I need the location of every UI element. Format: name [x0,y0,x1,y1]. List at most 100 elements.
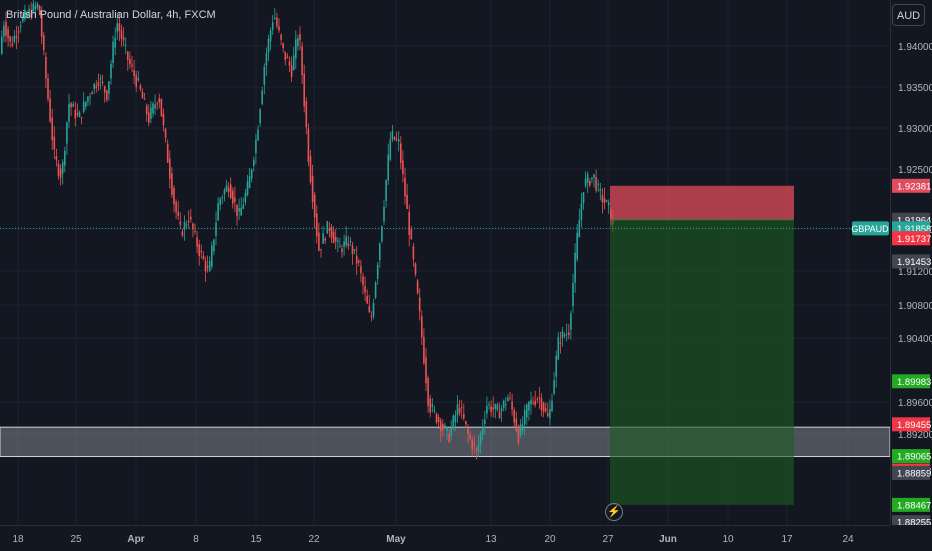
price-label-text: 1.91964 [897,215,931,226]
price-axis[interactable]: 1.940001.935001.930001.925001.920001.912… [890,0,932,525]
candle-body [7,29,9,38]
candle-body [49,98,51,122]
candle-body [208,261,211,272]
currency-button[interactable]: AUD [892,4,925,26]
candle-body [448,434,450,442]
price-label-tag [892,449,930,464]
candle-body [106,90,108,100]
candle-body [475,448,478,450]
candle-body [38,5,41,15]
price-tick-label: 1.90800 [898,301,932,312]
candle-body [334,236,337,242]
candle-body [576,232,578,260]
candle-body [116,23,119,33]
candle-body [255,139,257,154]
candle-body [246,181,249,195]
candle-body [198,244,200,257]
candle-body [570,313,572,330]
candle-body [89,96,91,98]
candle-body [127,51,129,60]
candle-body [204,260,207,272]
price-label-tag [892,254,930,269]
time-axis[interactable]: 18 25 Apr 8 15 22 May 13 20 27 Jun 10 17 24 [0,525,890,551]
candle-body [148,112,150,123]
candle-body [330,226,333,238]
candle-body [93,83,95,90]
candle-body [179,221,182,225]
candle-body [498,411,501,419]
candle-body [30,12,32,18]
candle-body [584,178,587,186]
candle-body [376,264,379,279]
candle-body [416,280,419,294]
candle-body [240,207,242,216]
candle-body [555,356,557,377]
candle-body [517,427,520,443]
price-label-text: 1.91453 [897,257,931,268]
candle-body [181,231,184,236]
candle-body [99,78,102,80]
candle-body [143,98,146,100]
candle-body [213,239,215,252]
candles-group [1,0,614,460]
price-label-tag [892,374,930,389]
candle-body [568,332,570,336]
candle-body [418,297,421,312]
candle-body [313,194,316,218]
lightning-icon[interactable]: ⚡ [605,503,623,521]
time-tick-label: 22 [308,534,320,545]
candle-body [286,57,289,59]
candle-body [139,85,142,90]
time-tick-label: 10 [722,534,734,545]
candle-body [162,113,165,126]
candle-body [465,420,467,425]
candle-body [61,162,64,174]
candle-body [547,413,549,417]
candle-body [536,399,539,401]
candle-body [549,408,551,419]
candle-body [95,85,98,88]
candle-body [442,423,444,430]
candle-body [559,342,562,344]
candle-body [219,198,221,205]
candle-body [282,43,284,48]
candle-body [150,107,152,119]
candle-body [383,206,385,222]
candle-body [429,398,431,413]
candle-body [3,25,5,37]
candle-body [177,211,179,216]
candle-body [110,63,112,79]
candle-body [248,176,251,189]
price-tick-label: 1.89600 [898,398,932,409]
chart-plot-area[interactable]: GBPAUD [0,0,890,525]
candle-body [158,98,161,103]
candle-body [250,169,253,179]
candle-body [200,250,203,253]
candle-body [372,302,375,317]
candle-body [544,408,547,412]
candle-body [68,103,70,122]
candle-body [439,420,442,432]
candle-body [492,407,494,410]
candle-body [591,177,593,180]
candle-body [446,427,448,431]
candle-body [605,200,608,202]
candle-body [53,136,56,150]
price-label-text: 1.89065 [897,452,931,463]
candle-body [156,103,158,105]
candle-body [190,216,192,220]
candle-body [437,417,440,422]
candle-body [215,222,217,236]
candle-body [1,36,3,54]
candle-body [320,248,322,250]
price-tick-label: 1.94000 [898,42,932,53]
candle-body [316,213,318,237]
candle-body [507,397,509,401]
candle-body [385,180,387,201]
candle-body [15,36,18,39]
candle-body [404,177,406,197]
price-label-text: 1.88255 [897,518,931,525]
candle-body [66,122,68,144]
symbol-tag-text: GBPAUD [851,224,889,234]
